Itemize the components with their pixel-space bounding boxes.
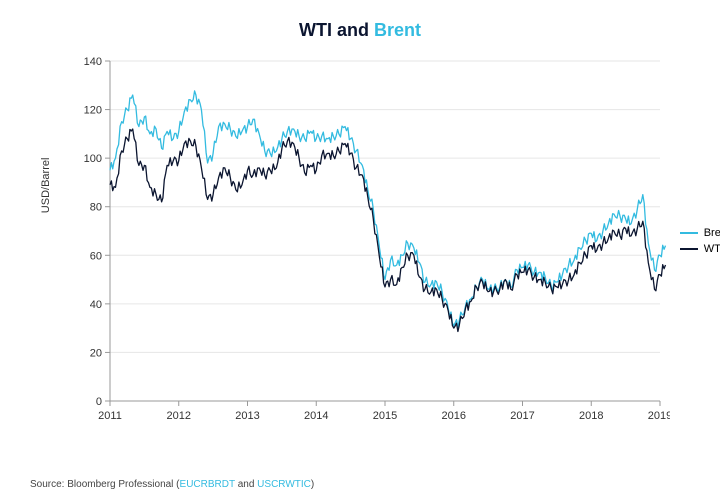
svg-text:2019: 2019 xyxy=(648,410,670,422)
source-mid: and xyxy=(235,479,257,490)
svg-text:2016: 2016 xyxy=(442,410,466,422)
svg-text:2017: 2017 xyxy=(510,410,534,422)
legend-swatch-brent xyxy=(680,232,698,234)
svg-text:40: 40 xyxy=(90,299,102,311)
line-chart: 0 20 40 60 80 100 120 140 2011 2012 2013 2014 2015 20… xyxy=(70,51,670,431)
svg-text:100: 100 xyxy=(84,153,102,165)
chart-title: WTI and Brent xyxy=(30,20,690,41)
svg-text:80: 80 xyxy=(90,202,102,214)
svg-text:2011: 2011 xyxy=(98,410,122,422)
svg-text:0: 0 xyxy=(96,396,102,408)
svg-text:2012: 2012 xyxy=(167,410,191,422)
legend: Brent WTI xyxy=(680,223,720,259)
chart-area: USD/Barrel 02040608010012014020112012201… xyxy=(70,51,670,431)
svg-text:60: 60 xyxy=(90,250,102,262)
svg-text:120: 120 xyxy=(84,105,102,117)
legend-swatch-wti xyxy=(680,248,698,250)
source-line: Source: Bloomberg Professional (EUCRBRDT… xyxy=(30,479,314,490)
title-part1: WTI and xyxy=(299,20,374,40)
source-suffix: ) xyxy=(311,479,314,490)
legend-label-wti: WTI xyxy=(704,243,720,255)
legend-label-brent: Brent xyxy=(704,227,720,239)
y-axis-label: USD/Barrel xyxy=(40,158,52,214)
legend-item-brent: Brent xyxy=(680,227,720,239)
svg-text:2014: 2014 xyxy=(304,410,328,422)
source-ticker1: EUCRBRDT xyxy=(180,479,235,490)
svg-text:2015: 2015 xyxy=(373,410,397,422)
title-part2: Brent xyxy=(374,20,421,40)
legend-item-wti: WTI xyxy=(680,243,720,255)
source-prefix: Source: Bloomberg Professional ( xyxy=(30,479,180,490)
svg-text:140: 140 xyxy=(84,56,102,68)
svg-text:20: 20 xyxy=(90,347,102,359)
svg-text:2018: 2018 xyxy=(579,410,603,422)
svg-text:2013: 2013 xyxy=(235,410,259,422)
source-ticker2: USCRWTIC xyxy=(257,479,311,490)
